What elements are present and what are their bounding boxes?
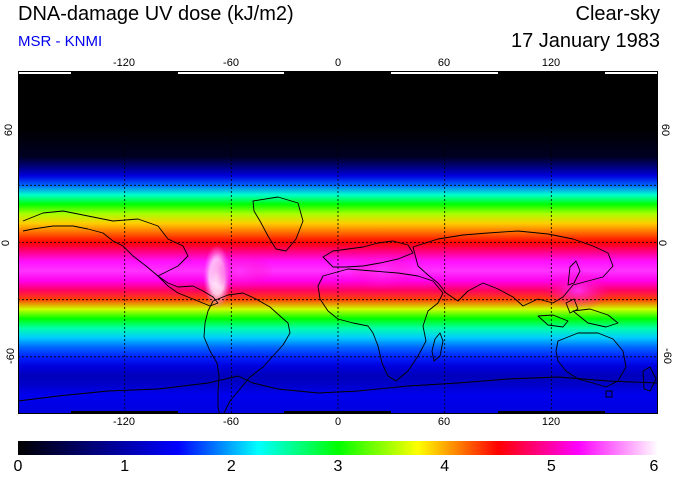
bottom-lon-tick: 60 <box>437 416 451 428</box>
uv-maximum-south-america-interior <box>206 251 275 292</box>
coastlines <box>18 196 658 414</box>
colorbar-label: 6 <box>649 458 659 475</box>
colorbar-gradient <box>18 441 658 455</box>
bottom-lon-tick: -60 <box>223 416 239 428</box>
bottom-lon-tick: -120 <box>112 416 136 428</box>
source-label[interactable]: MSR - KNMI <box>18 33 103 50</box>
colorbar-label: 5 <box>546 458 556 475</box>
left-lat-tick: 60 <box>3 123 16 137</box>
colorbar-label: 4 <box>440 458 450 475</box>
uv-maximum-australia <box>544 270 612 311</box>
map-frame <box>18 71 658 414</box>
map-title: DNA-damage UV dose (kJ/m2) <box>18 3 294 25</box>
left-lat-tick: 0 <box>0 239 13 247</box>
map-date: 17 January 1983 <box>510 30 660 52</box>
graticule <box>18 71 658 414</box>
sky-condition: Clear-sky <box>575 3 660 25</box>
right-lat-tick: -60 <box>660 348 673 364</box>
colorbar <box>18 441 658 455</box>
top-lon-tick: -60 <box>223 57 239 69</box>
regional-maxima <box>203 244 612 311</box>
uv-dose-map[interactable] <box>18 71 658 414</box>
top-lon-tick: -120 <box>112 57 136 69</box>
colorbar-label: 3 <box>333 458 343 475</box>
top-lon-tick: 0 <box>334 57 342 69</box>
colorbar-label: 0 <box>13 458 23 475</box>
uv-maximum-southern-africa <box>348 251 417 292</box>
bottom-lon-tick: 120 <box>541 416 561 428</box>
colorbar-label: 2 <box>226 458 236 475</box>
right-lat-tick: 60 <box>659 123 672 137</box>
top-lon-tick: 120 <box>541 57 561 69</box>
bottom-lon-tick: 0 <box>334 416 342 428</box>
colorbar-label: 1 <box>120 458 130 475</box>
left-lat-tick: -60 <box>4 348 17 364</box>
top-lon-tick: 60 <box>437 57 451 69</box>
